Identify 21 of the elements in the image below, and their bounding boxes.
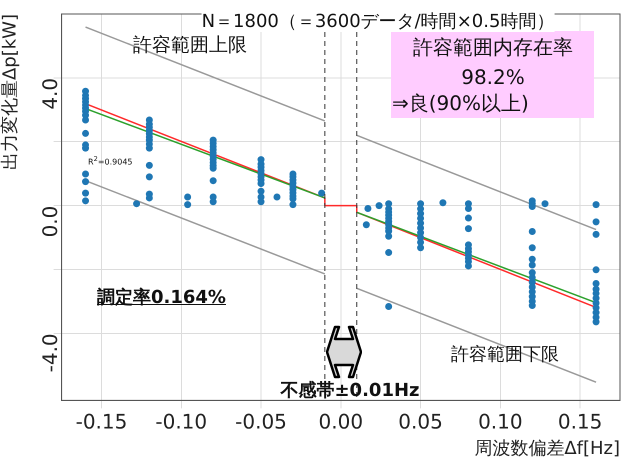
annotation: 許容範囲下限 [451, 344, 559, 365]
annotation: 調定率0.164% [97, 287, 226, 308]
x-tick-label: 0.10 [478, 410, 523, 434]
y-tick-label: 0.0 [38, 206, 62, 238]
annotation: 不感帯±0.01Hz [280, 380, 420, 401]
y-tick-label: -4.0 [38, 333, 62, 372]
y-tick-label: 4.0 [38, 78, 62, 110]
y-axis-title: 出力変化量Δp[kW] [0, 14, 20, 170]
annotation: 98.2% [461, 65, 525, 89]
annotation: R$^{2}$=0.9045 [88, 155, 133, 168]
annotation: 許容範囲上限 [133, 34, 247, 56]
annotation: 許容範囲内存在率 [413, 35, 573, 59]
x-tick-label: 0.15 [558, 410, 602, 434]
x-tick-label: -0.05 [235, 410, 287, 434]
x-tick-label: -0.15 [76, 410, 128, 434]
x-tick-label: 0.05 [398, 410, 443, 434]
chart-title: N＝1800（＝3600データ/時間×0.5時間） [202, 11, 554, 32]
x-tick-label: -0.10 [155, 410, 208, 434]
annotation: ⇒良(90%以上) [392, 91, 529, 115]
x-tick-label: 0.00 [318, 410, 364, 434]
x-axis-title: 周波数偏差Δf[Hz] [474, 438, 620, 459]
